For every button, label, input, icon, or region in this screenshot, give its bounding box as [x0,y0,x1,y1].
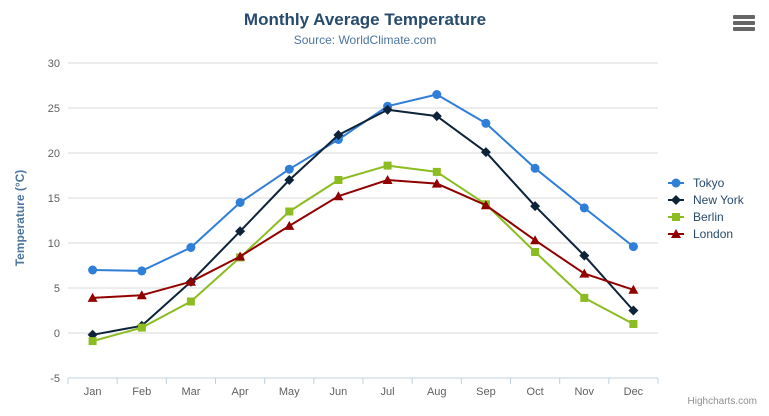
data-point-london[interactable] [480,200,491,210]
legend-label: New York [693,193,744,207]
data-point-tokyo[interactable] [579,203,589,213]
x-axis-label: Jun [330,386,348,398]
y-axis-title: Temperature (°C) [13,169,27,267]
data-point-london[interactable] [87,292,98,302]
data-point-london[interactable] [628,284,639,294]
data-point-new-york[interactable] [579,250,590,261]
y-axis-tick-label: 25 [48,103,60,115]
data-point-berlin[interactable] [629,320,638,328]
x-axis-label: Feb [132,386,151,398]
data-point-london[interactable] [333,191,344,201]
data-point-new-york[interactable] [628,305,639,316]
chart-subtitle: Source: WorldClimate.com [293,33,437,47]
legend-item-tokyo[interactable]: Tokyo [668,175,744,191]
legend-item-london[interactable]: London [668,226,744,242]
data-point-tokyo[interactable] [235,198,245,207]
x-axis-label: Apr [232,386,249,398]
credits-link[interactable]: Highcharts.com [687,396,757,407]
y-axis-tick-label: 20 [48,148,60,160]
data-point-tokyo[interactable] [137,266,147,276]
data-point-tokyo[interactable] [432,90,442,99]
legend-label: Berlin [693,210,724,224]
legend-label: Tokyo [693,176,725,190]
legend-marker-icon [668,178,684,188]
x-axis-label: Mar [181,386,200,398]
data-point-berlin[interactable] [334,176,343,184]
data-point-new-york[interactable] [382,104,393,115]
series-tokyo[interactable] [88,90,638,276]
x-axis-label: Nov [574,386,594,398]
data-point-berlin[interactable] [531,248,540,256]
data-point-london[interactable] [235,251,246,261]
data-point-tokyo[interactable] [530,163,540,173]
data-point-tokyo[interactable] [628,242,638,252]
y-axis-tick-label: 15 [48,193,60,205]
series-line-berlin[interactable] [91,164,635,343]
chart-title: Monthly Average Temperature [243,10,487,29]
x-axis-label: Aug [427,386,447,398]
data-point-berlin[interactable] [186,297,195,306]
data-point-london[interactable] [579,268,590,278]
data-point-berlin[interactable] [137,323,146,332]
y-axis-tick-label: 5 [54,283,60,295]
x-axis-label: Jul [381,386,395,398]
data-point-new-york[interactable] [431,111,442,122]
x-axis-label: Oct [527,386,544,398]
hamburger-menu-icon[interactable] [733,15,757,33]
data-point-berlin[interactable] [285,207,294,216]
data-point-london[interactable] [284,220,295,230]
data-point-tokyo[interactable] [481,118,491,128]
x-axis-label: May [279,386,300,398]
data-point-new-york[interactable] [333,130,344,140]
data-point-berlin[interactable] [383,161,392,170]
data-point-new-york[interactable] [530,201,541,212]
x-axis-label: Jan [84,386,102,398]
x-axis-label: Sep [476,386,496,398]
y-axis-tick-label: 0 [54,328,60,340]
legend-marker-icon [668,213,684,221]
data-point-london[interactable] [185,276,196,286]
data-point-berlin[interactable] [88,337,97,346]
y-axis-tick-label: -5 [50,373,60,385]
legend-marker-icon [668,229,684,238]
legend-marker-icon [668,195,684,205]
legend: Tokyo New York Berlin London [668,175,744,243]
y-axis-tick-label: 10 [48,238,60,250]
data-point-berlin[interactable] [432,167,441,176]
x-axis-label: Dec [624,386,644,398]
data-point-tokyo[interactable] [88,265,98,275]
data-point-tokyo[interactable] [284,164,294,174]
series-line-new-york[interactable] [91,108,635,336]
data-point-tokyo[interactable] [186,243,196,252]
legend-item-new-york[interactable]: New York [668,192,744,208]
legend-item-berlin[interactable]: Berlin [668,209,744,225]
data-point-new-york[interactable] [480,147,491,158]
legend-label: London [693,227,734,241]
y-axis-tick-label: 30 [48,58,60,70]
series-london[interactable] [87,175,639,302]
series-line-london[interactable] [91,179,635,299]
data-point-new-york[interactable] [284,175,295,185]
series-line-tokyo[interactable] [91,93,635,272]
data-point-london[interactable] [136,290,147,300]
data-point-london[interactable] [530,235,541,245]
data-point-london[interactable] [431,178,442,188]
data-point-berlin[interactable] [580,293,589,302]
data-point-new-york[interactable] [235,226,246,237]
series-new-york[interactable] [87,104,639,340]
data-point-london[interactable] [382,175,393,184]
